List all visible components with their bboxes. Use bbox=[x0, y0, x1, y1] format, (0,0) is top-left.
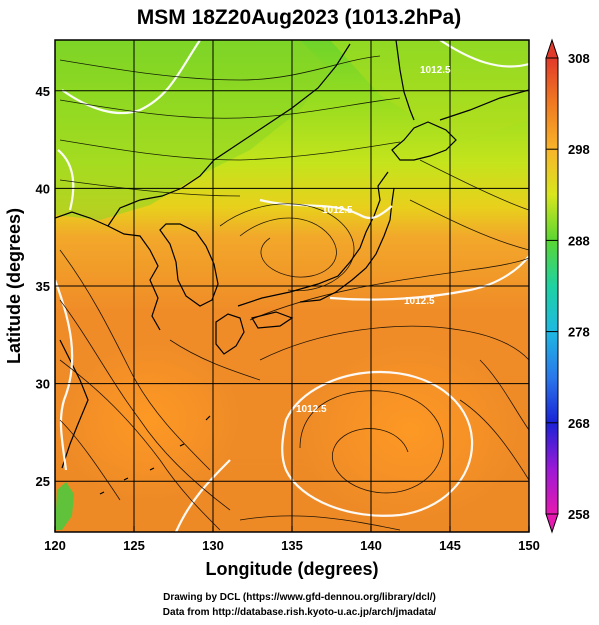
colorbar-min-arrow bbox=[545, 513, 559, 534]
latitude-tick-label: 30 bbox=[36, 377, 50, 392]
colorbar-tick-label: 308 bbox=[568, 51, 590, 66]
colorbar-tick-label: 298 bbox=[568, 142, 590, 157]
longitude-tick-label: 140 bbox=[360, 538, 382, 553]
footer-credit-drawing: Drawing by DCL (https://www.gfd-dennou.o… bbox=[163, 592, 436, 603]
contour-label: 1012.5 bbox=[420, 65, 451, 76]
warm-core-west bbox=[60, 340, 240, 500]
colorbar-ticks: 308 298 288 278 268 258 bbox=[546, 51, 590, 522]
cool-region bbox=[55, 40, 330, 220]
colorbar-tick-label: 258 bbox=[568, 507, 590, 522]
colorbar-tick-label: 278 bbox=[568, 325, 590, 340]
latitude-tick-label: 40 bbox=[36, 181, 50, 196]
longitude-tick-label: 125 bbox=[123, 538, 145, 553]
colorbar-tick-label: 288 bbox=[568, 233, 590, 248]
longitude-tick-label: 130 bbox=[202, 538, 224, 553]
wind-streamlines bbox=[59, 55, 529, 531]
latitude-tick-label: 45 bbox=[36, 84, 50, 99]
contour-label: 1012.5 bbox=[322, 205, 353, 216]
longitude-tick-label: 150 bbox=[518, 538, 540, 553]
cool-region-east bbox=[330, 40, 529, 140]
longitude-tick-label: 145 bbox=[439, 538, 461, 553]
colorbar: 308 298 288 278 268 258 bbox=[545, 38, 590, 534]
warm-core bbox=[300, 340, 520, 520]
contour-label: 1012.5 bbox=[404, 296, 435, 307]
colorbar-max-arrow bbox=[545, 38, 559, 59]
colorbar-scale bbox=[545, 57, 559, 515]
latitude-tick-label: 25 bbox=[36, 474, 50, 489]
contour-label: 1012.5 bbox=[296, 404, 327, 415]
map-grid bbox=[55, 40, 529, 532]
map-title: MSM 18Z20Aug2023 (1013.2hPa) bbox=[137, 6, 461, 29]
longitude-tick-label: 135 bbox=[281, 538, 303, 553]
colorbar-tick-label: 268 bbox=[568, 416, 590, 431]
latitude-ticks: 25 30 35 40 45 bbox=[36, 84, 50, 489]
longitude-tick-label: 120 bbox=[44, 538, 66, 553]
x-axis-label: Longitude (degrees) bbox=[205, 559, 378, 579]
y-axis-label: Latitude (degrees) bbox=[4, 208, 24, 364]
longitude-ticks: 120 125 130 135 140 145 150 bbox=[44, 526, 540, 553]
taiwan-land bbox=[55, 482, 74, 530]
latitude-tick-label: 35 bbox=[36, 279, 50, 294]
footer-credit-data: Data from http://database.rish.kyoto-u.a… bbox=[162, 607, 437, 618]
